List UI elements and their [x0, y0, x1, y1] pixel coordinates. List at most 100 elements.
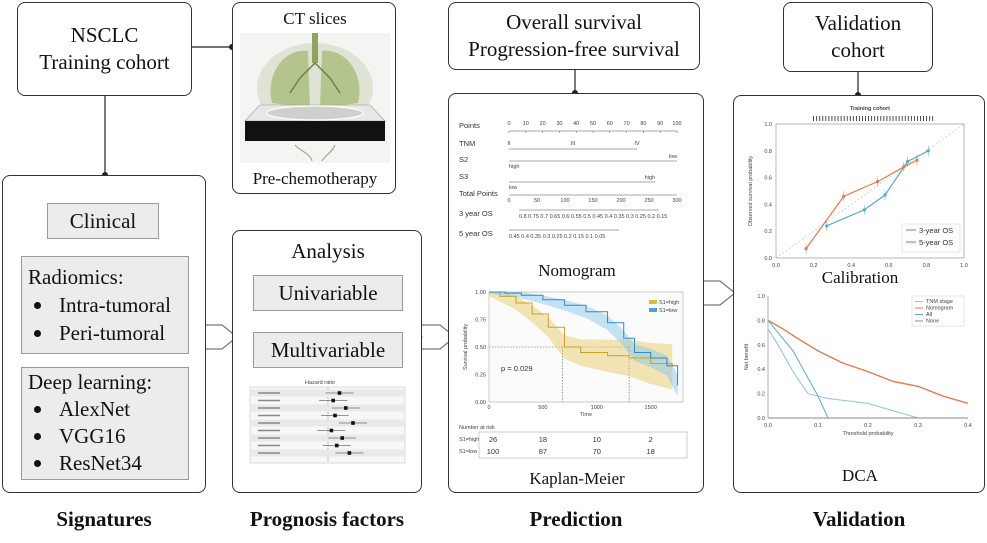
- ct-caption: Pre-chemotherapy: [252, 169, 378, 188]
- bullet-icon: [34, 433, 41, 440]
- dca-legend-item: All: [926, 312, 932, 318]
- dca-legend-item: None: [926, 319, 939, 325]
- s3-level: low: [509, 185, 517, 191]
- caption-validation: Validation: [812, 507, 906, 531]
- points-tick-label: 90: [657, 121, 663, 127]
- nomogram-label: Nomogram: [538, 261, 616, 280]
- tnm-level: III: [571, 141, 576, 147]
- dl-item-label: VGG16: [59, 424, 126, 448]
- dca-ylabel: Net benefit: [744, 343, 750, 370]
- nomogram-row-label: TNM: [459, 139, 475, 148]
- dca-label: DCA: [842, 466, 878, 485]
- caption-prediction: Prediction: [529, 507, 623, 531]
- km-risk-low-value: 70: [593, 447, 601, 456]
- forest-estimate: [351, 421, 355, 425]
- bullet-icon: [34, 460, 41, 467]
- analysis-panel: Analysis Univariable Multivariable Hazar…: [232, 230, 422, 493]
- dl-item: VGG16: [28, 423, 152, 450]
- km-risk-high-value: 2: [649, 435, 653, 444]
- km-chart: 1.00 0.75 0.50 0.25 0.000 500 1000 1500 Time Surv…: [459, 290, 688, 459]
- km-pvalue: p = 0.029: [501, 364, 533, 373]
- ct-slice-ring: [266, 105, 364, 121]
- km-curve-low: [489, 291, 679, 386]
- points-tick-label: 40: [573, 121, 579, 127]
- km-ytick: 0.25: [475, 373, 486, 379]
- calib-ytick: 0.6: [764, 176, 772, 182]
- os5-ticks: 0.45 0.4 0.35 0.3 0.25 0.2 0.15 0.1 0.05: [509, 234, 605, 240]
- dca-ytick: 1.0: [757, 294, 765, 300]
- km-xtick: 1000: [591, 405, 603, 411]
- radiomics-item-label: Peri-tumoral: [59, 321, 166, 345]
- os3-ticks: 0.8 0.75 0.7 0.65 0.6 0.55 0.5 0.45 0.4 …: [519, 214, 667, 220]
- dca-legend-item: TNM stage: [926, 299, 953, 305]
- dca-xtick: 0.3: [914, 423, 922, 429]
- ct-lower-vessels: [294, 144, 336, 162]
- dca-ytick: 0.8: [757, 318, 765, 324]
- ct-title: CT slices: [283, 9, 347, 28]
- dca-series: [767, 319, 969, 419]
- km-risk: Number at risk S1=high S1=low 26 18 10 2 100 87 7…: [459, 425, 688, 459]
- calib-ytick: 0.0: [764, 256, 772, 262]
- km-risk-label-high: S1=high: [459, 437, 479, 443]
- forest-row-band: [251, 404, 404, 412]
- dl-item-label: ResNet34: [59, 451, 142, 475]
- caption-prognosis: Prognosis factors: [249, 507, 405, 531]
- bullet-icon: [34, 406, 41, 413]
- training-line2: Training cohort: [39, 50, 170, 74]
- training-cohort-box: NSCLC Training cohort: [17, 2, 192, 96]
- dca-ytick: 0.6: [757, 343, 765, 349]
- ct-slab-bottom: [245, 121, 385, 141]
- total-tick-label: 200: [616, 198, 625, 204]
- validation-panel: Training cohort 0.0 0.2 0.4 0.6 0.8 1.0 0.0 0.2…: [733, 95, 985, 493]
- km-label: Kaplan-Meier: [529, 469, 625, 488]
- dca-xtick: 0.2: [864, 423, 872, 429]
- calib-ylabel: Observed survival probability: [748, 155, 754, 226]
- ct-render: [240, 33, 390, 163]
- calib-legend-item: 3-year OS: [919, 226, 953, 235]
- dca-ytick: 0.2: [757, 392, 765, 398]
- nomogram-chart: Points TNM S2 S3 Total Points 3 year OS 5 year…: [459, 121, 682, 240]
- survival-line2: Progression-free survival: [468, 37, 680, 61]
- km-risk-title: Number at risk: [459, 425, 495, 431]
- km-ytick: 1.00: [475, 290, 486, 296]
- radiomics-title: Radiomics:: [28, 265, 124, 289]
- nomogram-row-label: S3: [459, 172, 468, 181]
- points-tick-label: 30: [556, 121, 562, 127]
- forest-title: Hazard ratio: [305, 380, 335, 386]
- calib-ytick: 0.2: [764, 229, 772, 235]
- points-tick-label: 70: [624, 121, 630, 127]
- km-risk-low-value: 87: [539, 447, 547, 456]
- dl-item: AlexNet: [28, 396, 152, 423]
- km-ylabel: Survival probability: [463, 324, 469, 370]
- calib-xtick: 0.6: [885, 263, 893, 269]
- calib-diagonal: [775, 123, 965, 259]
- km-risk-high-value: 10: [593, 435, 601, 444]
- trachea: [312, 33, 318, 63]
- km-risk-high-value: 18: [539, 435, 547, 444]
- points-tick-label: 100: [672, 121, 681, 127]
- tnm-level: II: [507, 141, 511, 147]
- dca-ytick: 0.4: [757, 367, 765, 373]
- validation-line2: cohort: [831, 38, 885, 62]
- radiomics-box: Radiomics: Intra-tumoral Peri-tumoral: [21, 256, 189, 354]
- forest-rows: [249, 386, 406, 464]
- ct-box: CT slices Pre-chemotherapy: [232, 2, 396, 194]
- calib-xtick: 0.2: [810, 263, 818, 269]
- validation-cohort-box: Validation cohort: [783, 2, 933, 72]
- calibration-title: Training cohort: [850, 106, 890, 112]
- calibration-label: Calibration: [821, 268, 899, 287]
- dca-legend-item: Nomogram: [926, 306, 954, 312]
- dl-item: ResNet34: [28, 450, 152, 477]
- km-risk-frame: [478, 431, 688, 459]
- dca-xlabel: Threshold probability: [842, 431, 893, 437]
- calibration-chart: Training cohort 0.0 0.2 0.4 0.6 0.8 1.0 0.0 0.2…: [748, 106, 968, 269]
- nomogram-row-label: 5 year OS: [459, 229, 493, 238]
- survival-line1: Overall survival: [506, 10, 642, 34]
- km-xtick: 1500: [645, 405, 657, 411]
- calib-ytick: 0.8: [764, 149, 772, 155]
- calib-ytick: 0.4: [764, 202, 772, 208]
- dca-xtick: 0.4: [964, 423, 972, 429]
- points-tick-label: 50: [590, 121, 596, 127]
- signatures-panel: Clinical Radiomics: Intra-tumoral Peri-t…: [2, 175, 206, 493]
- calib-legend-frame: [901, 223, 961, 253]
